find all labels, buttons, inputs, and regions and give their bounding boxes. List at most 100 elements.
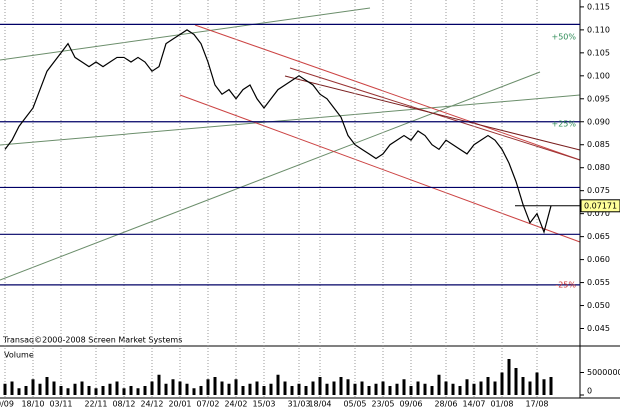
volume-tick-label: 0 xyxy=(587,387,592,396)
volume-bar xyxy=(493,381,497,395)
volume-bar xyxy=(129,386,133,395)
volume-bar xyxy=(269,383,273,395)
copyright: Transaq©2000-2008 Screen Market Systems xyxy=(2,336,182,345)
volume-bar xyxy=(542,379,546,395)
x-tick-label: 08/12 xyxy=(112,400,135,409)
volume-bar xyxy=(304,386,308,395)
volume-bar xyxy=(521,377,525,395)
volume-label: Volume xyxy=(4,351,34,360)
x-tick-label: 01/08 xyxy=(490,400,513,409)
price-line xyxy=(4,29,552,234)
x-tick-label: 23/05 xyxy=(371,400,394,409)
volume-bar xyxy=(255,381,259,395)
x-tick-label: 07/02 xyxy=(196,400,219,409)
y-tick-label: 0.045 xyxy=(587,324,610,333)
volume-bar xyxy=(402,379,406,395)
trend-lines xyxy=(0,7,581,281)
y-tick-label: 0.055 xyxy=(587,278,610,287)
volume-bar xyxy=(395,383,399,395)
y-tick-label: 0.110 xyxy=(587,25,610,34)
volume-bar xyxy=(24,386,28,395)
volume-bar xyxy=(185,383,189,395)
x-tick-label: 18/04 xyxy=(308,400,331,409)
volume-bar xyxy=(276,374,280,395)
volume-bar xyxy=(479,381,483,395)
channel-line xyxy=(0,94,581,146)
volume-bar xyxy=(465,379,469,395)
volume-bar xyxy=(122,388,126,395)
volume-bar xyxy=(549,377,553,395)
x-tick-label: 15/03 xyxy=(252,400,275,409)
last-price-label: 0.07171 xyxy=(584,201,617,210)
volume-bar xyxy=(171,379,175,395)
volume-bar xyxy=(66,388,70,395)
y-tick-label: 0.085 xyxy=(587,140,610,149)
channel-line xyxy=(0,71,541,281)
volume-bar xyxy=(416,381,420,395)
volume-bar xyxy=(157,374,161,395)
volume-bar xyxy=(430,386,434,395)
volume-bar xyxy=(507,359,511,395)
volume-bar xyxy=(290,386,294,395)
volume-bar xyxy=(262,386,266,395)
x-tick-label: 24/12 xyxy=(140,400,163,409)
x-tick-label: 22/11 xyxy=(84,400,107,409)
y-tick-label: 0.090 xyxy=(587,117,610,126)
volume-bar xyxy=(472,383,476,395)
volume-bar xyxy=(325,383,329,395)
volume-bar xyxy=(528,381,532,395)
volume-bar xyxy=(248,383,252,395)
volume-bar xyxy=(318,377,322,395)
volume-bar xyxy=(374,383,378,395)
volume-bar xyxy=(388,386,392,395)
volume-bar xyxy=(437,374,441,395)
volume-bar xyxy=(213,377,217,395)
volume-bar xyxy=(52,381,56,395)
channel-line xyxy=(194,24,581,161)
volume-bar xyxy=(3,383,7,395)
volume-bar xyxy=(94,388,98,395)
x-tick-label: 17/08 xyxy=(525,400,548,409)
volume-bar xyxy=(59,386,63,395)
volume-bar xyxy=(143,386,147,395)
x-tick-label: 05/05 xyxy=(343,400,366,409)
x-tick-label: 03/11 xyxy=(49,400,72,409)
volume-bar xyxy=(353,383,357,395)
volume-bar xyxy=(115,381,119,395)
volume-bar xyxy=(227,383,231,395)
volume-bar xyxy=(311,381,315,395)
annotation: -25% xyxy=(555,280,576,289)
channel-line xyxy=(179,94,581,243)
volume-bar xyxy=(164,383,168,395)
y-tick-label: 0.105 xyxy=(587,48,610,57)
volume-bar xyxy=(486,377,490,395)
x-tick-label: 28/06 xyxy=(434,400,457,409)
volume-bar xyxy=(87,386,91,395)
volume-bar xyxy=(10,381,14,395)
volume-bar xyxy=(101,386,105,395)
x-tick-label: 18/10 xyxy=(21,400,44,409)
volume-bar xyxy=(136,388,140,395)
volume-bar xyxy=(297,383,301,395)
y-tick-label: 0.100 xyxy=(587,71,610,80)
volume-bar xyxy=(535,372,539,395)
y-tick-label: 0.050 xyxy=(587,301,610,310)
volume-bar xyxy=(31,379,35,395)
volume-bar xyxy=(360,381,364,395)
annotation: +25% xyxy=(552,120,577,129)
volume-bar xyxy=(367,386,371,395)
volume-bar xyxy=(206,379,210,395)
volume-bar xyxy=(339,377,343,395)
y-tick-label: 0.065 xyxy=(587,232,610,241)
volume-tick-label: 5000000 xyxy=(587,368,620,377)
volume-bar xyxy=(409,386,413,395)
volume-bar xyxy=(332,381,336,395)
y-tick-label: 0.075 xyxy=(587,186,610,195)
volume-bar xyxy=(346,379,350,395)
volume-bar xyxy=(241,386,245,395)
annotation: +50% xyxy=(552,32,577,41)
x-tick-label: 09/06 xyxy=(399,400,422,409)
volume-bar xyxy=(199,386,203,395)
volume-bar xyxy=(234,379,238,395)
